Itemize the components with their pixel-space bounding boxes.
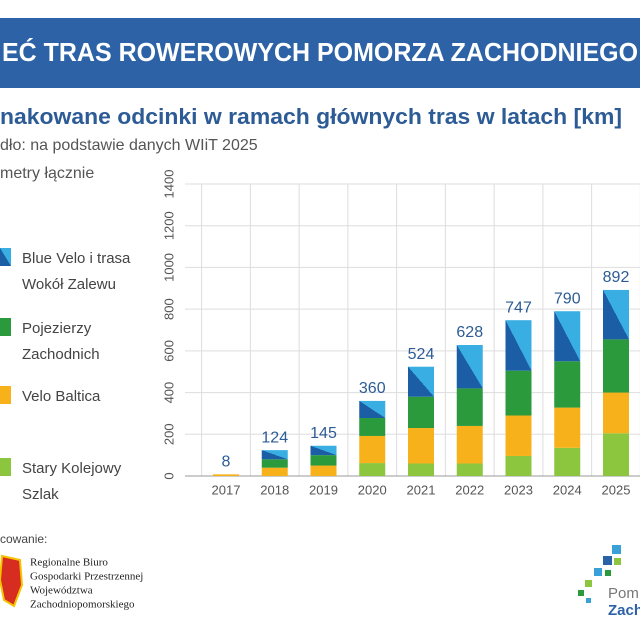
org-name: Województwa	[30, 585, 93, 597]
total-label: 524	[408, 346, 435, 363]
bar-segment	[456, 463, 483, 476]
bar-segment	[505, 320, 532, 371]
bar-segment	[505, 455, 532, 476]
bar-segment	[310, 445, 337, 456]
bar-segment	[456, 388, 483, 426]
total-label: 628	[456, 324, 483, 341]
x-tick-label: 2018	[260, 482, 289, 497]
legend-swatch	[0, 318, 11, 336]
bar-segment	[359, 400, 386, 419]
y-axis-label: metry łącznie	[0, 165, 94, 182]
total-label: 892	[603, 269, 630, 286]
bar-segment	[408, 366, 434, 397]
y-tick-label: 400	[161, 382, 176, 404]
y-tick-label: 1400	[161, 170, 176, 199]
bar-segment	[213, 474, 239, 476]
bar-segment	[505, 415, 532, 456]
x-tick-label: 2017	[212, 482, 241, 497]
bar-segment	[505, 370, 532, 416]
org-name: Regionalne Biuro	[30, 557, 108, 569]
y-tick-label: 800	[161, 298, 176, 320]
bar-segment	[554, 447, 581, 476]
footer-label: cowanie:	[0, 532, 47, 546]
bar-segment	[261, 467, 288, 476]
bar-segment	[603, 289, 629, 340]
brand-name: Pom	[608, 585, 639, 602]
chart-title: EĆ TRAS ROWEROWYCH POMORZA ZACHODNIEGO	[2, 37, 638, 67]
bar-segment	[359, 463, 386, 476]
org-name: Gospodarki Przestrzennej	[30, 571, 143, 583]
x-tick-label: 2022	[455, 482, 484, 497]
subtitle: nakowane odcinki w ramach głównych tras …	[0, 104, 622, 129]
bar-segment	[603, 392, 629, 434]
bar-segment	[554, 407, 581, 448]
bar-segment	[554, 311, 581, 362]
legend-label: Pojezierzy Zachodnich	[22, 320, 100, 363]
bar-segment	[359, 435, 386, 464]
bar-segment	[310, 455, 337, 466]
brand-name: Zachod	[608, 602, 640, 619]
bar-segment	[603, 433, 629, 476]
x-tick-label: 2020	[358, 482, 387, 497]
bar-segment	[359, 418, 386, 436]
legend-label: Blue Velo i trasa Wokół Zalewu	[22, 250, 131, 293]
legend-swatch	[0, 248, 11, 266]
bar-segment	[310, 465, 337, 476]
y-tick-label: 1200	[161, 211, 176, 240]
x-tick-label: 2019	[309, 482, 338, 497]
bar-segment	[261, 450, 288, 460]
x-tick-label: 2021	[407, 482, 436, 497]
x-tick-label: 2025	[602, 482, 631, 497]
bar-segment	[408, 463, 434, 476]
bar-segment	[603, 339, 629, 393]
x-tick-label: 2023	[504, 482, 533, 497]
org-name: Zachodniopomorskiego	[30, 599, 135, 611]
total-label: 360	[359, 380, 386, 397]
x-tick-label: 2024	[553, 482, 582, 497]
legend-label: Stary Kolejowy Szlak	[22, 460, 122, 503]
org-logo	[0, 554, 24, 608]
total-label: 124	[261, 429, 288, 446]
bar-segment	[408, 428, 434, 464]
brand-logo	[578, 545, 621, 603]
total-label: 790	[554, 290, 581, 307]
legend-label: Velo Baltica	[22, 388, 101, 405]
source: dło: na podstawie danych WIiT 2025	[0, 137, 258, 154]
legend-swatch	[0, 386, 11, 404]
total-label: 747	[505, 299, 532, 316]
bar-segment	[456, 345, 483, 389]
total-label: 8	[222, 454, 231, 471]
y-tick-label: 0	[161, 472, 176, 479]
bar-segment	[408, 396, 434, 429]
bar-segment	[554, 361, 581, 408]
y-tick-label: 1000	[161, 253, 176, 282]
bar-segment	[261, 459, 288, 468]
title-banner	[0, 18, 640, 88]
bar-segment	[456, 425, 483, 464]
total-label: 145	[310, 425, 337, 442]
y-tick-label: 600	[161, 340, 176, 362]
y-tick-label: 200	[161, 423, 176, 445]
legend-swatch	[0, 458, 11, 476]
